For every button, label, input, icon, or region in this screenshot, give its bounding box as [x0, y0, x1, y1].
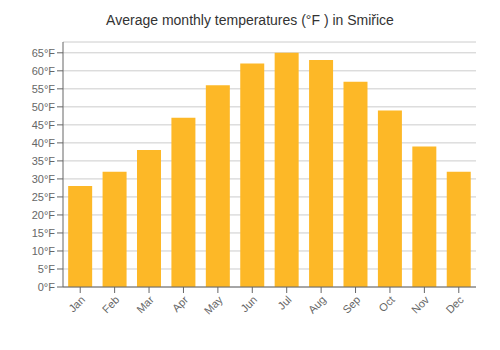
svg-text:15°F: 15°F: [32, 227, 56, 239]
svg-text:5°F: 5°F: [38, 263, 56, 275]
svg-text:May: May: [202, 293, 226, 317]
svg-text:60°F: 60°F: [32, 65, 56, 77]
svg-text:40°F: 40°F: [32, 137, 56, 149]
svg-text:50°F: 50°F: [32, 101, 56, 113]
svg-text:Jul: Jul: [275, 293, 293, 311]
svg-text:30°F: 30°F: [32, 173, 56, 185]
svg-text:Sep: Sep: [340, 293, 362, 315]
svg-text:Oct: Oct: [376, 293, 397, 314]
svg-text:20°F: 20°F: [32, 209, 56, 221]
svg-text:Dec: Dec: [443, 293, 466, 316]
svg-text:65°F: 65°F: [32, 47, 56, 59]
svg-text:Apr: Apr: [170, 293, 191, 314]
svg-text:Mar: Mar: [134, 293, 156, 315]
html-text:Average monthly temperatures (: Average monthly temperatures (°F ) in Sm…: [106, 12, 394, 28]
svg-text:Jan: Jan: [66, 293, 87, 314]
svg-text:Feb: Feb: [100, 293, 122, 315]
svg-text:10°F: 10°F: [32, 245, 56, 257]
svg-text:0°F: 0°F: [38, 281, 56, 293]
svg-text:Jun: Jun: [238, 293, 259, 314]
svg-text:55°F: 55°F: [32, 83, 56, 95]
svg-text:45°F: 45°F: [32, 119, 56, 131]
svg-text:Aug: Aug: [306, 293, 328, 315]
svg-text:Nov: Nov: [409, 293, 432, 316]
svg-text:25°F: 25°F: [32, 191, 56, 203]
svg-text:35°F: 35°F: [32, 155, 56, 167]
